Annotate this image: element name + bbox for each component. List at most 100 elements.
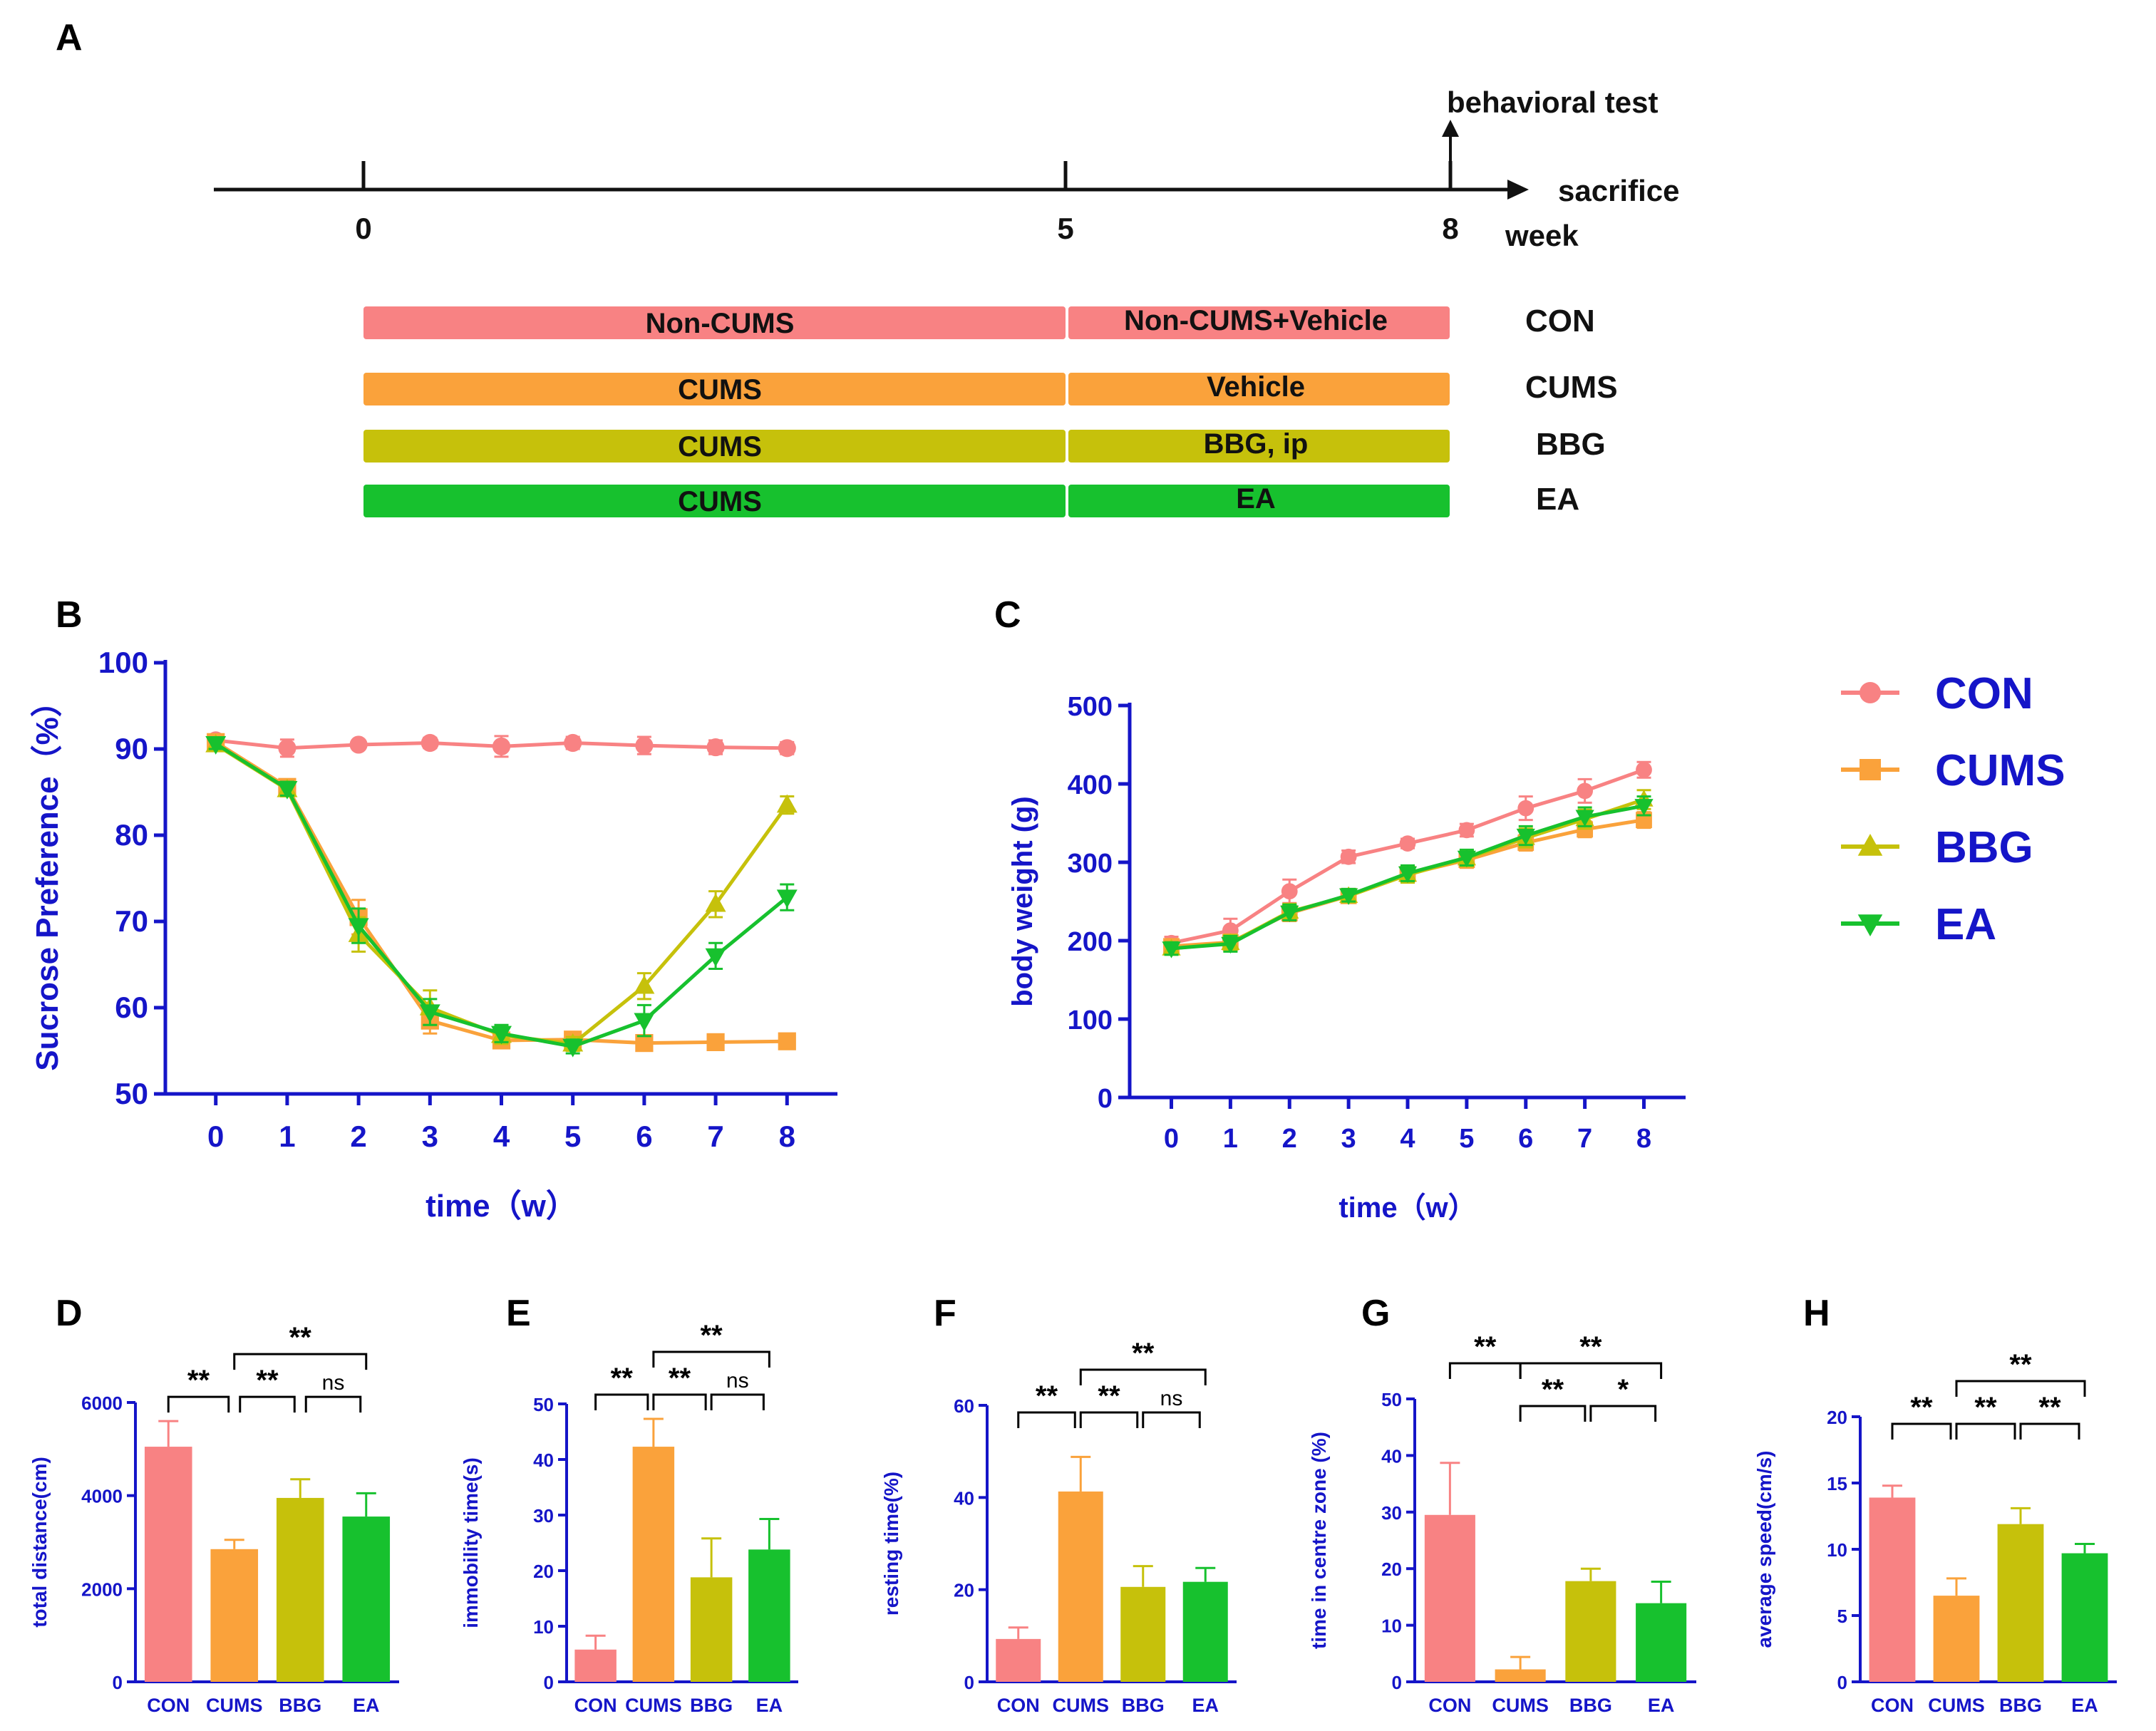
x-tick-label-CON: CON [574,1695,617,1716]
data-point-CON [278,739,296,758]
y-tick-label: 60 [115,991,148,1024]
data-point-CON [1458,822,1475,839]
x-tick-label-CUMS: CUMS [206,1695,263,1716]
panel-label-A: A [56,17,83,58]
data-point-CON [635,736,654,755]
data-point-EA [205,736,227,755]
x-tick-label: 2 [350,1120,366,1153]
y-tick-label: 400 [1068,770,1113,800]
data-point-EA [1162,941,1181,958]
bar-BBG [1997,1524,2044,1682]
data-point-BBG [705,893,726,912]
x-tick-label: 3 [1341,1124,1356,1154]
significance-label: ns [726,1369,749,1392]
x-tick-label: 8 [1636,1124,1651,1154]
x-tick-label-CUMS: CUMS [1053,1695,1110,1716]
bar-BBG [690,1577,733,1682]
y-tick-label: 60 [954,1395,974,1417]
x-tick-label-CUMS: CUMS [625,1695,682,1716]
timeline-tick-label: 0 [355,212,371,245]
y-tick-label: 500 [1068,692,1113,722]
data-point-EA [1339,888,1358,905]
x-tick-label-CUMS: CUMS [1928,1695,1985,1716]
significance-label: ** [1036,1380,1058,1412]
y-axis-label: Sucrose Preference（%） [30,686,65,1070]
significance-label: ** [701,1320,723,1351]
sucrose-preference-chart: 50 60 70 80 90 100 0 1 2 3 4 5 6 7 8 time（w） Sucrose Pre… [30,646,837,1224]
bar-CUMS [210,1549,259,1682]
phase-bar-EA [363,485,1066,517]
x-tick-label-EA: EA [1648,1695,1675,1716]
significance-bracket [1955,1380,2086,1397]
x-tick-label-BBG: BBG [1122,1695,1165,1716]
y-tick-label: 30 [1381,1502,1402,1524]
bar-CON [144,1447,192,1682]
phase-bar-CUMS [363,373,1066,405]
significance-label: ** [1974,1392,1997,1423]
significance-bracket [652,1350,770,1368]
bar-CUMS [1058,1491,1103,1682]
x-tick-label: 6 [636,1120,652,1153]
x-tick-label-EA: EA [1192,1695,1219,1716]
significance-label: ** [669,1363,691,1394]
x-tick-label-CON: CON [147,1695,190,1716]
timeline-tick-label: 5 [1057,212,1073,245]
y-tick-label: 300 [1068,849,1113,879]
bar-EA [1182,1581,1228,1682]
significance-label: ** [2038,1392,2061,1423]
bar-chart-H: 0 5 10 15 20 average speed(cm/s) CON CUMS BBG EA *… [1753,1349,2117,1716]
behavioral-arrowhead [1442,120,1459,137]
y-tick-label: 90 [115,732,148,765]
x-tick-label-CON: CON [1428,1695,1471,1716]
data-point-EA [1575,810,1594,827]
significance-bracket [594,1393,649,1411]
significance-bracket [1519,1362,1663,1379]
phase-label: EA [1236,483,1276,515]
phase-bar-BBG [1068,430,1450,463]
y-tick-label: 100 [98,646,148,679]
y-tick-label: 0 [964,1672,974,1693]
y-tick-label: 40 [1381,1445,1402,1467]
bar-CON [1424,1514,1475,1682]
bar-CON [574,1649,617,1682]
sacrifice-label: sacrifice [1558,174,1679,207]
panel-label-G: G [1361,1293,1390,1334]
x-tick-label-EA: EA [353,1695,380,1716]
data-point-BBG [634,975,655,994]
panel-label-B: B [56,594,83,636]
bar-EA [2061,1553,2108,1682]
x-tick-label-BBG: BBG [690,1695,733,1716]
data-point-EA [277,780,298,800]
significance-bracket [233,1353,368,1370]
y-tick-label: 6000 [81,1392,123,1414]
panel-label-C: C [994,594,1021,636]
y-tick-label: 50 [533,1394,554,1415]
phase-label: Vehicle [1207,371,1305,403]
y-tick-label: 5 [1837,1606,1847,1627]
significance-bracket [652,1393,707,1411]
bar-EA [748,1549,790,1682]
bar-CUMS [1495,1669,1546,1682]
bar-CON [1869,1497,1916,1682]
significance-label: ** [1542,1374,1564,1405]
significance-bracket [1079,1368,1207,1385]
phase-label: CUMS [678,431,762,463]
timeline-tick-label: 8 [1442,212,1458,245]
series-line-EA [215,742,788,1049]
data-point-EA [1221,936,1240,954]
x-tick-label-CUMS: CUMS [1492,1695,1549,1716]
data-point-CON [564,733,582,753]
y-axis-label: average speed(cm/s) [1753,1450,1775,1648]
phase-bar-CON [363,306,1066,339]
y-tick-label: 50 [1381,1389,1402,1410]
phase-label: Non-CUMS [646,308,795,339]
y-axis-label: immobility time(s) [460,1457,482,1628]
y-tick-label: 10 [1381,1616,1402,1637]
significance-label: ** [256,1365,279,1396]
data-point-EA [419,1004,440,1023]
significance-label: ** [1474,1331,1497,1363]
bar-chart-D: 0 2000 4000 6000 total distance(cm) CON CUMS BB… [29,1322,399,1716]
y-tick-label: 50 [115,1077,148,1110]
y-tick-label: 200 [1068,927,1113,957]
